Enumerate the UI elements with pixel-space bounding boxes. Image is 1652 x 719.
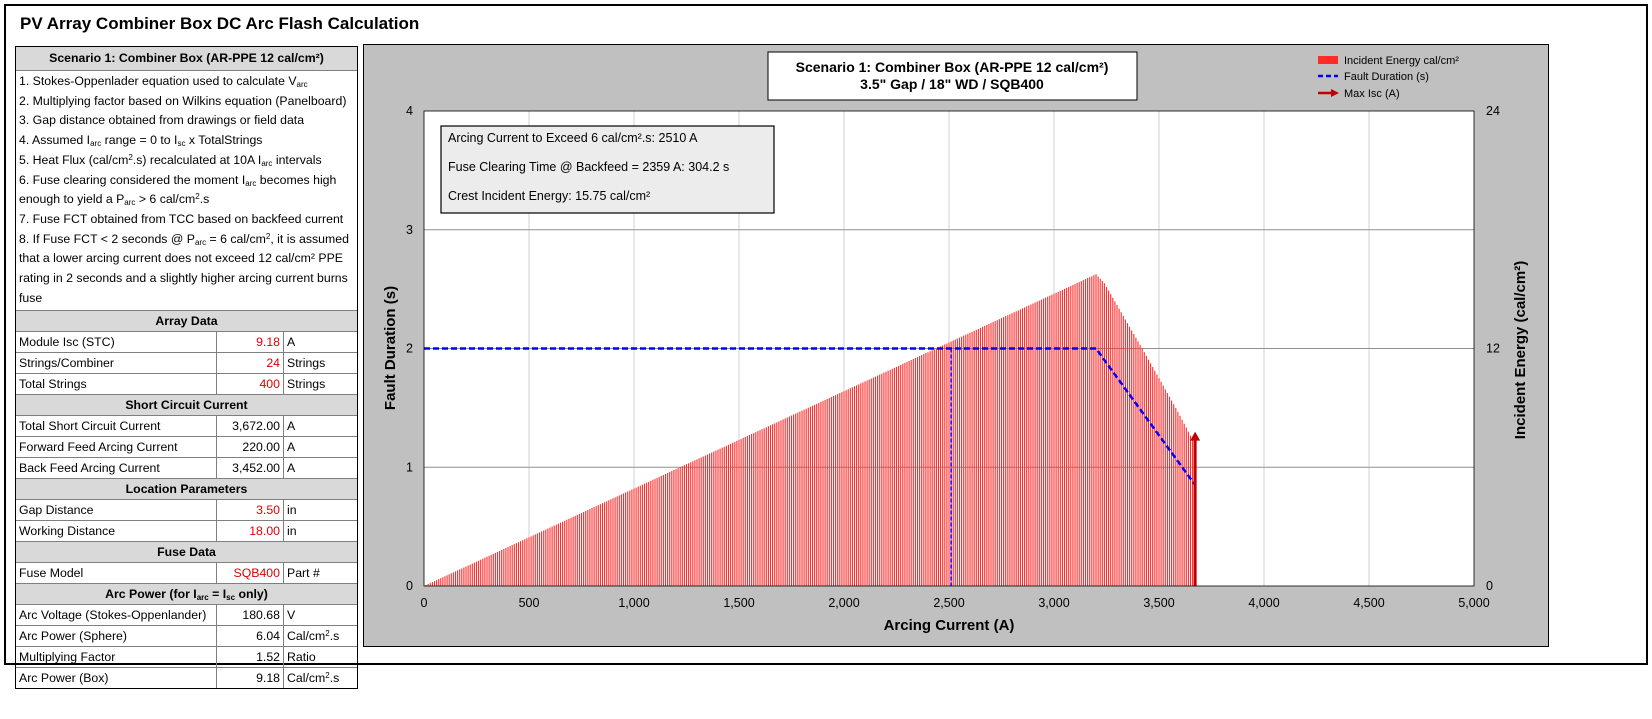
x-tick-label: 500	[519, 596, 540, 610]
chart-title-line1: Scenario 1: Combiner Box (AR-PPE 12 cal/…	[796, 59, 1109, 75]
y-tick-label: 2	[406, 342, 413, 356]
legend-label-fault-duration: Fault Duration (s)	[1344, 71, 1429, 83]
note-4: 4. Assumed Iarc range = 0 to Isc x Total…	[19, 133, 263, 149]
parameters-table: Scenario 1: Combiner Box (AR-PPE 12 cal/…	[15, 46, 358, 690]
table-row: Back Feed Arcing Current 3,452.00 A	[16, 458, 357, 480]
chart-overlay	[424, 347, 1201, 586]
x-tick-label: 5,000	[1458, 596, 1489, 610]
x-tick-label: 4,000	[1248, 596, 1279, 610]
legend-label-incident-energy: Incident Energy cal/cm²	[1344, 55, 1459, 67]
x-tick-label: 2,500	[933, 596, 964, 610]
x-tick-label: 2,000	[828, 596, 859, 610]
table-row: Arc Power (Box) 9.18 Cal/cm2.s	[16, 668, 357, 689]
max-isc-arrowhead	[1190, 431, 1201, 441]
note-1: 1. Stokes-Oppenlader equation used to ca…	[19, 74, 308, 89]
fuse-header: Fuse Data	[16, 542, 357, 564]
annotation-crest-energy: Crest Incident Energy: 15.75 cal/cm²	[448, 189, 650, 203]
annotation-fuse-clearing: Fuse Clearing Time @ Backfeed = 2359 A: …	[448, 160, 729, 174]
x-tick-label: 1,500	[723, 596, 754, 610]
chart-title-line2: 3.5" Gap / 18" WD / SQB400	[860, 76, 1044, 92]
short-circuit-header: Short Circuit Current	[16, 395, 357, 417]
arc-flash-chart: Scenario 1: Combiner Box (AR-PPE 12 cal/…	[382, 51, 1529, 634]
table-row: Arc Voltage (Stokes-Oppenlander) 180.68 V	[16, 605, 357, 627]
scenario-header: Scenario 1: Combiner Box (AR-PPE 12 cal/…	[16, 47, 357, 71]
x-tick-label: 0	[421, 596, 428, 610]
location-header: Location Parameters	[16, 479, 357, 501]
note-8: 8. If Fuse FCT < 2 seconds @ Parc = 6 ca…	[19, 231, 349, 305]
y-tick-label: 1	[406, 460, 413, 474]
plot-border	[423, 110, 1475, 587]
table-row: Fuse Model SQB400 Part #	[16, 563, 357, 585]
legend-arrow-icon	[1331, 89, 1339, 97]
x-tick-label: 3,500	[1143, 596, 1174, 610]
y-tick-label: 0	[406, 579, 413, 593]
y-axis-title: Fault Duration (s)	[382, 286, 399, 410]
note-6: 6. Fuse clearing considered the moment I…	[19, 172, 337, 208]
y-tick-label: 3	[406, 223, 413, 237]
note-5: 5. Heat Flux (cal/cm2.s) recalculated at…	[19, 152, 322, 168]
table-row: Working Distance 18.00 in	[16, 521, 357, 543]
x-tick-label: 4,500	[1353, 596, 1384, 610]
table-row: Strings/Combiner 24 Strings	[16, 353, 357, 375]
x-axis-title: Arcing Current (A)	[884, 617, 1015, 634]
fault-duration-line	[424, 347, 1197, 486]
incident-energy-bars	[425, 274, 1196, 586]
table-row: Total Short Circuit Current 3,672.00 A	[16, 416, 357, 438]
chart-title-box	[767, 51, 1138, 101]
legend: Incident Energy cal/cm² Fault Duration (…	[1318, 55, 1459, 100]
table-row: Gap Distance 3.50 in	[16, 500, 357, 522]
table-row: Module Isc (STC) 9.18 A	[16, 332, 357, 354]
table-row: Multiplying Factor 1.52 Ratio	[16, 647, 357, 669]
legend-swatch-incident-energy	[1318, 56, 1338, 64]
x-tick-label: 3,000	[1038, 596, 1069, 610]
table-row: Forward Feed Arcing Current 220.00 A	[16, 437, 357, 459]
y2-tick-label: 12	[1486, 342, 1500, 356]
annotation-arc-current: Arcing Current to Exceed 6 cal/cm².s: 25…	[448, 131, 698, 145]
table-row: Arc Power (Sphere) 6.04 Cal/cm2.s	[16, 626, 357, 648]
y2-axis-title: Incident Energy (cal/cm²)	[1512, 261, 1529, 439]
chart-area: Scenario 1: Combiner Box (AR-PPE 12 cal/…	[363, 44, 1549, 647]
y2-tick-label: 24	[1486, 104, 1500, 118]
y-tick-label: 4	[406, 104, 413, 118]
legend-label-max-isc: Max Isc (A)	[1344, 88, 1400, 100]
array-data-header: Array Data	[16, 311, 357, 333]
y2-tick-label: 0	[1486, 579, 1493, 593]
note-2: 2. Multiplying factor based on Wilkins e…	[19, 93, 347, 108]
note-3: 3. Gap distance obtained from drawings o…	[19, 113, 305, 128]
note-7: 7. Fuse FCT obtained from TCC based on b…	[19, 211, 344, 226]
table-row: Total Strings 400 Strings	[16, 374, 357, 396]
x-tick-label: 1,000	[618, 596, 649, 610]
annotation-box	[440, 125, 775, 214]
page-title: PV Array Combiner Box DC Arc Flash Calcu…	[20, 14, 420, 33]
axis-ticks: 0 500 1,000 1,500 2,000 2,500 3,000 3,500 4,000 4…	[406, 104, 1500, 610]
notes-block: 1. Stokes-Oppenlader equation used to ca…	[16, 71, 357, 312]
arc-power-header: Arc Power (for Iarc = Isc only)	[16, 584, 357, 606]
